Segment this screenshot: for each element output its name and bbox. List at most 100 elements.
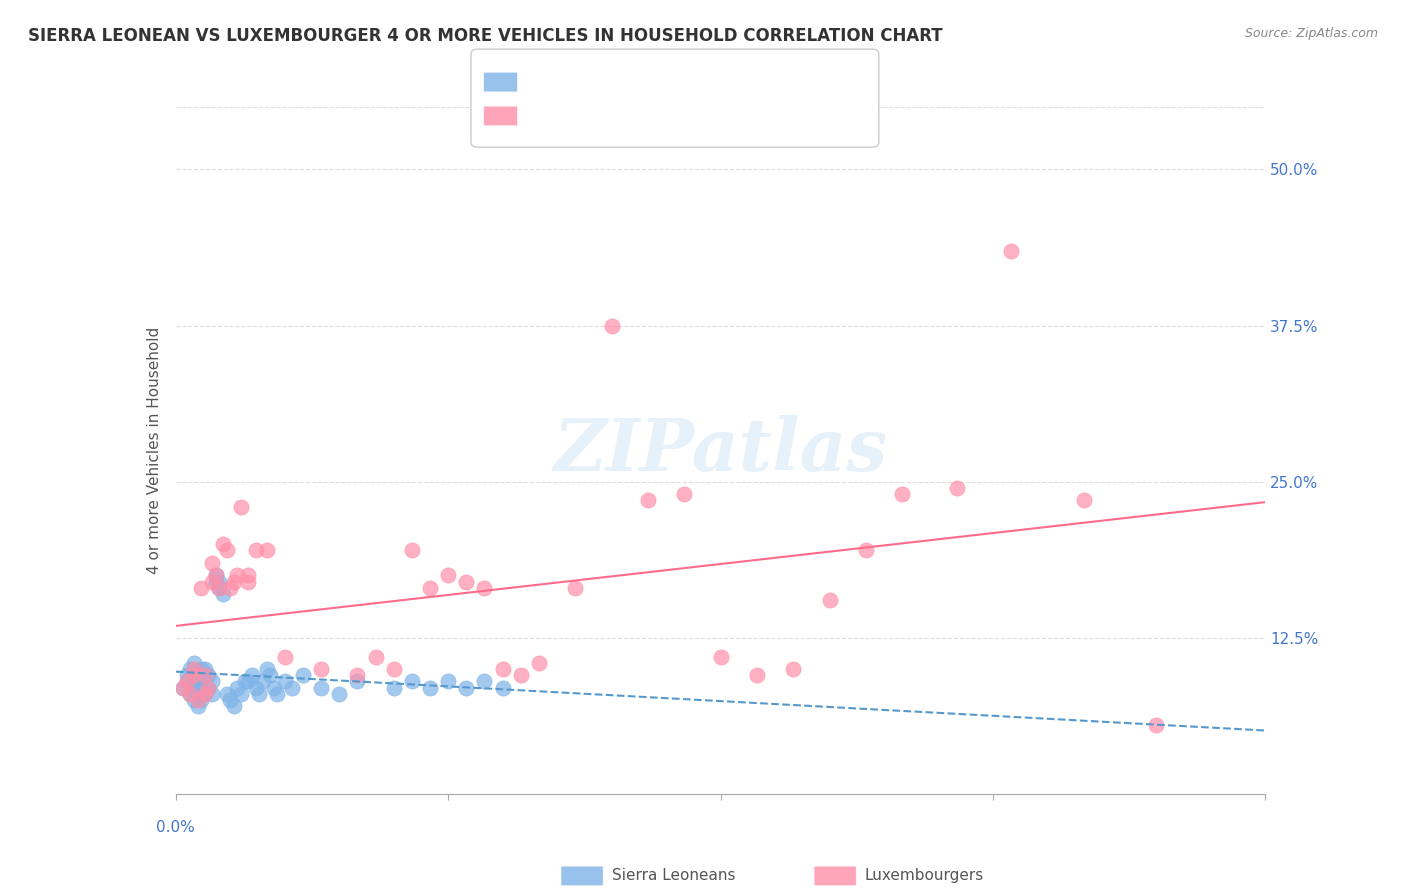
Point [474,674,496,689]
Point [190,681,212,695]
Point [281,681,304,695]
Text: 0.0%: 0.0% [156,820,195,835]
Point [309,681,332,695]
Point [183,662,205,676]
Point [190,668,212,682]
Point [274,649,297,664]
Point [891,487,914,501]
Point [197,681,219,695]
Point [256,543,278,558]
Point [186,687,209,701]
Point [215,687,238,701]
Point [222,699,245,714]
Point [194,662,217,676]
Point [1146,718,1168,732]
Point [215,543,238,558]
Point [364,649,387,664]
Point [183,668,205,682]
Point [456,681,478,695]
Text: R =  0.520   N = 51: R = 0.520 N = 51 [520,107,682,125]
Point [509,668,531,682]
Point [245,543,267,558]
Point [183,681,205,695]
Point [637,493,659,508]
Point [474,581,496,595]
Point [183,693,205,707]
Point [186,674,209,689]
Point [190,693,212,707]
Point [186,693,209,707]
Point [194,687,217,701]
Point [247,687,270,701]
Point [274,674,297,689]
Point [346,668,368,682]
Point [745,668,768,682]
Point [238,674,260,689]
Point [238,574,260,589]
Text: SIERRA LEONEAN VS LUXEMBOURGER 4 OR MORE VEHICLES IN HOUSEHOLD CORRELATION CHART: SIERRA LEONEAN VS LUXEMBOURGER 4 OR MORE… [28,27,943,45]
Point [204,574,226,589]
Point [401,674,423,689]
Point [194,687,217,701]
Point [194,668,217,682]
Point [238,568,260,582]
Point [179,662,201,676]
Point [259,668,281,682]
Point [266,687,288,701]
Point [194,674,217,689]
Point [346,674,368,689]
Point [419,681,441,695]
Point [1073,493,1095,508]
Point [309,662,332,676]
Point [419,581,441,595]
Point [382,681,405,695]
Point [564,581,586,595]
Text: Luxembourgers: Luxembourgers [865,869,984,883]
Point [204,568,226,582]
Point [252,674,274,689]
Point [855,543,877,558]
Point [328,687,350,701]
Point [186,699,209,714]
Point [492,681,515,695]
Point [190,662,212,676]
Point [201,556,224,570]
Point [673,487,696,501]
Point [456,574,478,589]
Point [710,649,733,664]
Point [437,674,460,689]
Point [212,587,235,601]
Text: Sierra Leoneans: Sierra Leoneans [612,869,735,883]
Point [291,668,314,682]
Point [208,581,231,595]
Text: R =  0.107   N = 56: R = 0.107 N = 56 [520,73,682,91]
Point [245,681,267,695]
Point [1000,244,1022,258]
Point [204,568,226,582]
Point [197,681,219,695]
Point [945,481,967,495]
Point [183,656,205,670]
Point [226,568,249,582]
Point [256,662,278,676]
Point [600,318,623,333]
Point [263,681,285,695]
Point [183,668,205,682]
Point [233,674,256,689]
Text: Source: ZipAtlas.com: Source: ZipAtlas.com [1244,27,1378,40]
Point [437,568,460,582]
Point [226,681,249,695]
Text: ZIPatlas: ZIPatlas [554,415,887,486]
Point [382,662,405,676]
Point [208,574,231,589]
Point [208,581,231,595]
Point [172,681,194,695]
Point [179,687,201,701]
Point [492,662,515,676]
Point [172,681,194,695]
Y-axis label: 4 or more Vehicles in Household: 4 or more Vehicles in Household [146,326,162,574]
Point [176,674,198,689]
Point [190,581,212,595]
Point [782,662,804,676]
Point [240,668,263,682]
